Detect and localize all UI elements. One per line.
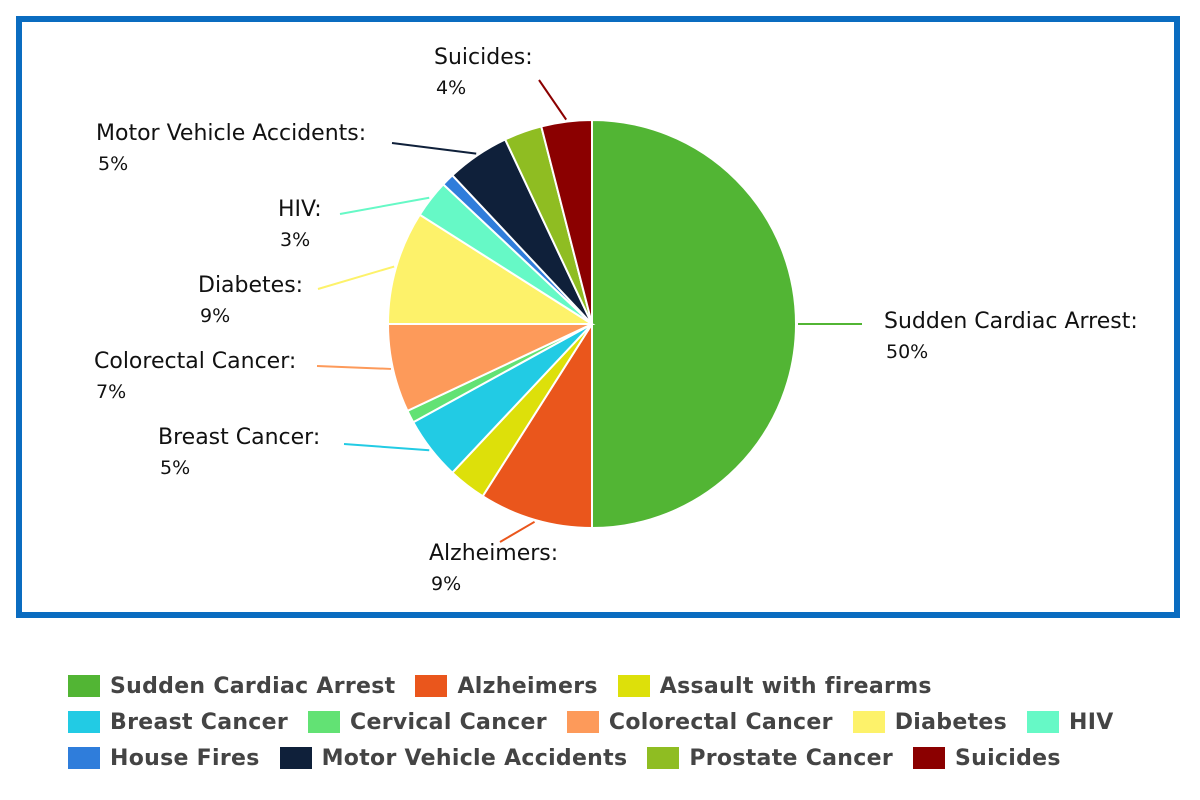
slice-label-suicides: Suicides: [434, 45, 533, 70]
leader-line-colorectal-cancer [316, 365, 392, 370]
legend-item-hiv[interactable]: HIV [1027, 710, 1114, 735]
legend-item-suicides[interactable]: Suicides [912, 745, 1061, 771]
legend-label: Breast Cancer [110, 709, 289, 735]
legend-item-house-fires[interactable]: House Fires [68, 746, 260, 771]
legend-label: Assault with firearms [659, 673, 932, 699]
slice-value-diabetes: 9% [200, 305, 230, 327]
legend-label: Prostate Cancer [689, 745, 893, 771]
legend-item-cervical-cancer[interactable]: Cervical Cancer [308, 710, 547, 735]
legend-label: Motor Vehicle Accidents [321, 745, 628, 771]
pie-slice-suicides[interactable] [540, 118, 593, 325]
legend-swatch [647, 747, 680, 769]
slice-label-breast-cancer: Breast Cancer: [158, 425, 320, 450]
legend-item-sudden-cardiac-arrest[interactable]: Sudden Cardiac Arrest [68, 674, 395, 699]
legend-swatch [308, 711, 341, 733]
legend-item-colorectal-cancer[interactable]: Colorectal Cancer [566, 709, 833, 735]
legend-item-motor-vehicle-accidents[interactable]: Motor Vehicle Accidents [279, 745, 628, 771]
legend-item-assault-with-firearms[interactable]: Assault with firearms [617, 673, 932, 699]
slice-value-colorectal-cancer: 7% [96, 381, 126, 403]
leader-line-motor-vehicle-accidents [391, 142, 477, 155]
pie-chart: Sudden Cardiac Arrest: 50% Alzheimers: 9% Br… [94, 45, 1138, 595]
legend-swatch [415, 675, 448, 697]
leader-line-suicides [538, 79, 568, 121]
slice-value-suicides: 4% [436, 77, 466, 99]
legend-row: Sudden Cardiac Arrest Alzheimers Assault… [68, 668, 1188, 704]
legend-row: House Fires Motor Vehicle Accidents Pros… [68, 740, 1188, 776]
legend-label: Suicides [954, 745, 1061, 771]
legend-swatch [279, 747, 312, 769]
legend-label: Alzheimers [457, 673, 598, 699]
legend-label: Cervical Cancer [350, 709, 547, 735]
legend-label: Sudden Cardiac Arrest [110, 673, 396, 699]
slice-label-hiv: HIV: [278, 197, 322, 222]
legend-swatch [852, 711, 885, 733]
legend-swatch [68, 711, 100, 733]
slice-value-motor-vehicle-accidents: 5% [98, 153, 128, 175]
slice-value-alzheimers: 9% [431, 573, 461, 595]
legend-swatch [912, 747, 945, 769]
legend-swatch [68, 675, 100, 697]
slice-label-diabetes: Diabetes: [198, 273, 303, 298]
legend-swatch [566, 711, 599, 733]
leader-line-diabetes [317, 265, 395, 290]
pie-slice-diabetes[interactable] [386, 213, 596, 325]
chart-frame: Sudden Cardiac Arrest: 50% Alzheimers: 9% Br… [16, 16, 1180, 618]
slice-value-sudden-cardiac-arrest: 50% [886, 341, 928, 363]
legend-item-breast-cancer[interactable]: Breast Cancer [68, 710, 288, 735]
leader-line-hiv [339, 196, 430, 215]
legend-swatch [68, 747, 100, 769]
slice-value-hiv: 3% [280, 229, 310, 251]
slice-label-sudden-cardiac-arrest: Sudden Cardiac Arrest: [884, 309, 1138, 334]
legend-row: Breast Cancer Cervical Cancer Colorectal… [68, 704, 1188, 740]
legend-item-prostate-cancer[interactable]: Prostate Cancer [647, 746, 893, 771]
leader-line-alzheimers [499, 520, 536, 543]
legend: Sudden Cardiac Arrest Alzheimers Assault… [68, 668, 1188, 776]
pie-slice-sudden-cardiac-arrest[interactable] [591, 118, 797, 530]
slice-label-colorectal-cancer: Colorectal Cancer: [94, 349, 296, 374]
legend-item-diabetes[interactable]: Diabetes [852, 709, 1007, 735]
slice-label-motor-vehicle-accidents: Motor Vehicle Accidents: [96, 121, 366, 146]
leader-line-breast-cancer [343, 443, 430, 452]
slice-label-alzheimers: Alzheimers: [429, 541, 558, 566]
legend-label: Diabetes [894, 709, 1007, 735]
legend-label: Colorectal Cancer [608, 709, 833, 735]
legend-swatch [617, 675, 650, 697]
legend-item-alzheimers[interactable]: Alzheimers [415, 674, 597, 699]
legend-swatch [1027, 711, 1059, 733]
legend-label: HIV [1069, 709, 1114, 735]
slice-value-breast-cancer: 5% [160, 457, 190, 479]
pie-slice-alzheimers[interactable] [481, 320, 593, 530]
legend-label: House Fires [110, 745, 260, 771]
